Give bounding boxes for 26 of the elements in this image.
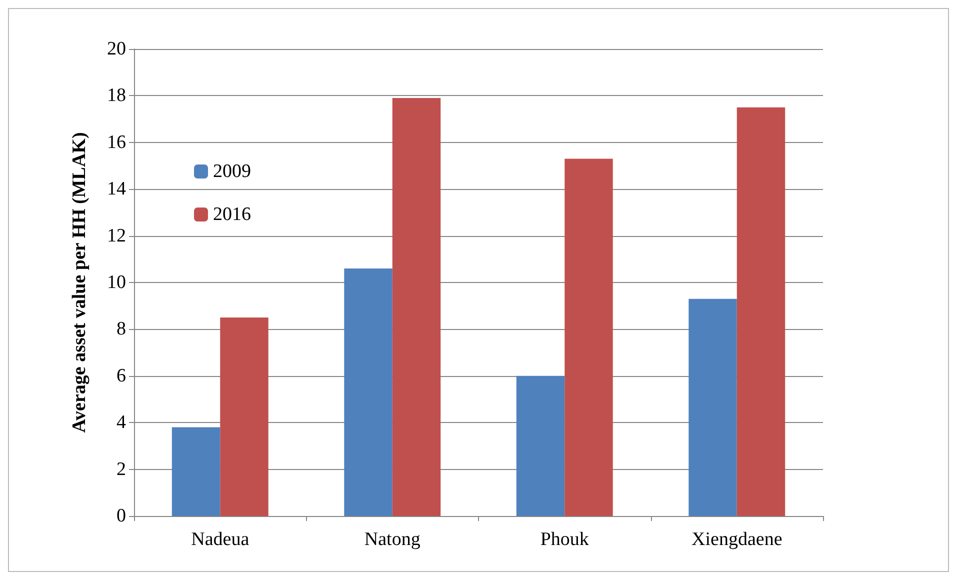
y-tick-label: 12 <box>107 225 126 246</box>
y-axis-title: Average asset value per HH (MLAK) <box>69 132 90 433</box>
bar <box>516 376 565 516</box>
y-tick-label: 20 <box>107 38 126 60</box>
bar <box>172 427 220 516</box>
legend-label: 2009 <box>213 161 251 182</box>
bar <box>220 318 268 516</box>
x-tick-label: Xiengdaene <box>692 529 782 550</box>
y-tick-label: 14 <box>107 178 126 200</box>
y-tick-label: 16 <box>107 132 126 153</box>
y-tick-label: 18 <box>107 85 126 106</box>
bar <box>688 298 737 516</box>
bar <box>564 158 613 516</box>
y-tick-label: 0 <box>116 506 126 526</box>
y-tick-label: 10 <box>107 272 126 293</box>
x-tick-label: Nadeua <box>191 529 250 550</box>
legend-label: 2016 <box>213 204 251 225</box>
x-tick-label: Phouk <box>540 529 590 550</box>
bar <box>344 268 392 516</box>
y-tick-label: 6 <box>116 365 126 386</box>
y-tick-label: 4 <box>116 412 126 434</box>
x-tick-label: Natong <box>364 529 421 550</box>
bar <box>392 98 441 516</box>
y-tick-label: 2 <box>116 458 126 480</box>
bar <box>736 107 786 516</box>
y-tick-label: 8 <box>116 318 126 340</box>
